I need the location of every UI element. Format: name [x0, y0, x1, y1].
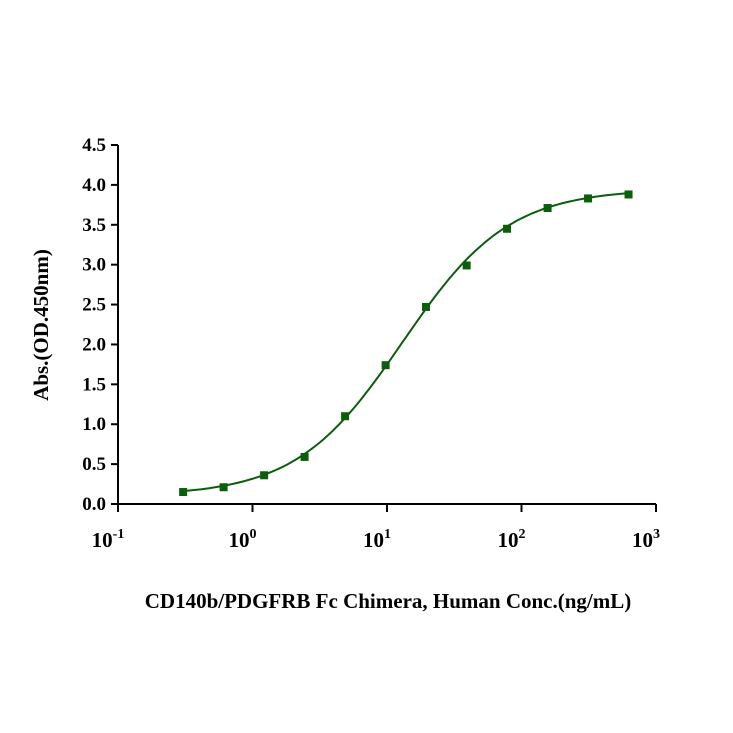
x-tick-base: 10	[363, 528, 384, 552]
y-tick-label: 2.0	[82, 334, 106, 355]
axes	[117, 145, 656, 505]
y-tick-label: 0.5	[82, 454, 106, 475]
data-point	[300, 452, 309, 461]
x-tick-exponent: 0	[250, 527, 257, 542]
x-tick-label: 101	[363, 527, 391, 552]
data-point	[381, 361, 390, 370]
x-tick-label: 103	[632, 527, 660, 552]
x-tick-exponent: 1	[384, 527, 391, 542]
x-tick-label: 10-1	[92, 527, 125, 552]
data-point	[260, 471, 269, 480]
x-tick-base: 10	[632, 528, 653, 552]
y-tick-label: 3.0	[82, 255, 106, 276]
ticks: 0.00.51.01.52.02.53.03.54.04.510-1 100 101…	[82, 135, 660, 552]
data-point	[624, 190, 633, 199]
data-point	[584, 194, 593, 203]
x-tick-label: 100	[229, 527, 257, 552]
data-point	[462, 261, 471, 270]
x-tick-exponent: 3	[653, 527, 660, 542]
marks	[179, 190, 633, 497]
y-tick-label: 2.5	[82, 295, 106, 316]
y-tick-label: 3.5	[82, 215, 106, 236]
data-point	[341, 412, 350, 421]
x-tick-exponent: -1	[113, 527, 125, 542]
y-axis-label: Abs.(OD.450nm)	[29, 249, 53, 401]
y-tick-label: 1.5	[82, 374, 106, 395]
x-tick-exponent: 2	[519, 527, 526, 542]
x-tick-base: 10	[498, 528, 519, 552]
fit-curve	[183, 192, 629, 493]
data-point	[179, 488, 188, 497]
x-axis-label: CD140b/PDGFRB Fc Chimera, Human Conc.(ng…	[145, 589, 632, 613]
data-point	[543, 204, 552, 213]
data-point	[422, 302, 431, 311]
y-tick-label: 4.0	[82, 175, 106, 196]
x-tick-base: 10	[92, 528, 113, 552]
data-point	[219, 483, 228, 492]
x-tick-base: 10	[229, 528, 250, 552]
y-tick-label: 1.0	[82, 414, 106, 435]
data-point	[503, 224, 512, 233]
y-tick-label: 0.0	[82, 494, 106, 515]
y-tick-label: 4.5	[82, 135, 106, 156]
x-tick-label: 102	[498, 527, 526, 552]
